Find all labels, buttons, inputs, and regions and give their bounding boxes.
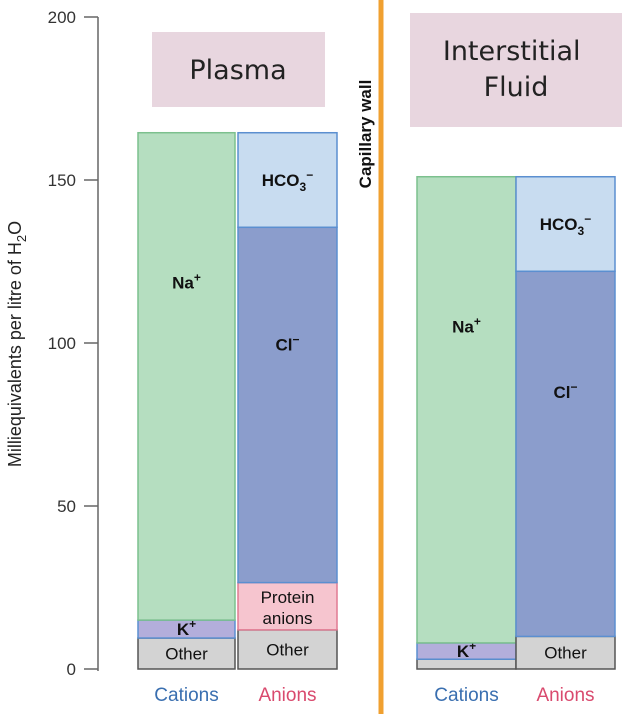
- interstitial-title-box: [410, 13, 622, 127]
- y-tick-label: 50: [57, 497, 76, 516]
- bar-segment: [237, 629, 338, 670]
- segment-label: HCO3−: [540, 212, 591, 238]
- bar-segment: [237, 581, 338, 631]
- category-label: Anions: [536, 685, 594, 706]
- bar-segment: [515, 635, 616, 670]
- bar-segment: [416, 175, 517, 644]
- segment-label: Protein anions: [261, 588, 315, 628]
- y-tick-label: 0: [67, 660, 76, 679]
- bars: Other K+ Na+ Other Protein anions Cl− HCO3− K+ Na…: [137, 131, 616, 670]
- y-axis-ticks: 0 50 100 150 200: [48, 8, 98, 679]
- bar-segment: [515, 175, 616, 273]
- category-label: Cations: [154, 685, 218, 706]
- segment-label: Na+: [172, 271, 201, 293]
- plasma-title: Plasma: [189, 55, 286, 86]
- category-label: Anions: [258, 685, 316, 706]
- bar-segment: [237, 226, 338, 584]
- segment-label: K+: [177, 617, 196, 639]
- segment-label: Other: [544, 644, 587, 663]
- y-tick-label: 150: [48, 171, 76, 190]
- segment-label: Cl−: [553, 380, 577, 402]
- plasma-title-box: [152, 32, 325, 107]
- segment-label: Na+: [452, 315, 481, 337]
- segment-label: K+: [457, 639, 476, 661]
- bar-segment: [237, 131, 338, 229]
- bar-segment: [137, 131, 236, 621]
- category-labels: Cations Anions Cations Anions: [154, 685, 594, 706]
- y-tick-label: 100: [48, 334, 76, 353]
- category-label: Cations: [434, 685, 498, 706]
- capillary-wall-label: Capillary wall: [356, 80, 375, 189]
- segment-label: Cl−: [275, 333, 299, 355]
- bar-segment: [137, 637, 236, 670]
- segment-label: HCO3−: [262, 168, 313, 194]
- y-tick-label: 200: [48, 8, 76, 27]
- segment-label: Other: [266, 640, 309, 659]
- y-axis-label: Milliequivalents per litre of H2O: [5, 221, 29, 467]
- segment-label: Other: [165, 645, 208, 664]
- bar-segment: [515, 270, 616, 638]
- interstitial-title: Interstitial Fluid: [443, 36, 589, 103]
